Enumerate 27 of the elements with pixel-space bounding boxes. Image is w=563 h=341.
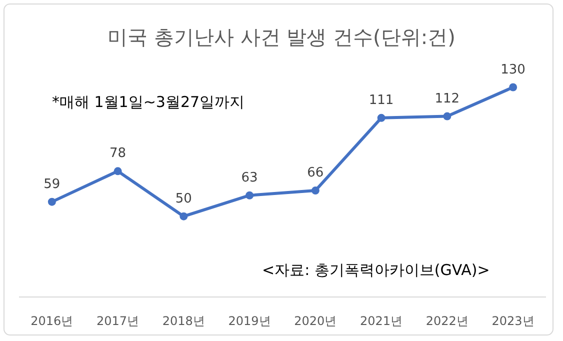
point [48, 198, 56, 206]
annotation: *매해 1월1일~3월27일까지 [52, 93, 245, 111]
data-label: 112 [434, 91, 460, 106]
x-tick-label: 2023년 [492, 314, 534, 328]
text: <자료: 총기폭력아카이브(GVA)> [262, 261, 490, 279]
chart-title: 미국 총기난사 사건 발생 건수(단위:건) [108, 25, 456, 49]
x-tick-label: 2021년 [360, 314, 403, 328]
point [180, 212, 188, 220]
data-label: 111 [368, 92, 394, 108]
point [509, 83, 518, 92]
data-label: 78 [110, 146, 126, 162]
data-label: 63 [241, 170, 258, 186]
data-label: 130 [500, 62, 526, 78]
x-tick-label: 2016년 [30, 314, 74, 328]
x-tick-label: 2022년 [426, 314, 468, 328]
point [114, 167, 122, 176]
data-label: 50 [175, 191, 192, 206]
x-tick-label: 2017년 [96, 314, 140, 328]
x-tick-label: 2019년 [228, 314, 271, 328]
point [443, 112, 452, 120]
x-tick-label: 2020년 [294, 314, 337, 328]
point [246, 191, 254, 200]
data-label: 59 [44, 176, 60, 192]
x-tick-label: 2018년 [162, 314, 205, 328]
point [311, 186, 320, 195]
data-label: 66 [307, 166, 324, 181]
point [377, 114, 386, 122]
